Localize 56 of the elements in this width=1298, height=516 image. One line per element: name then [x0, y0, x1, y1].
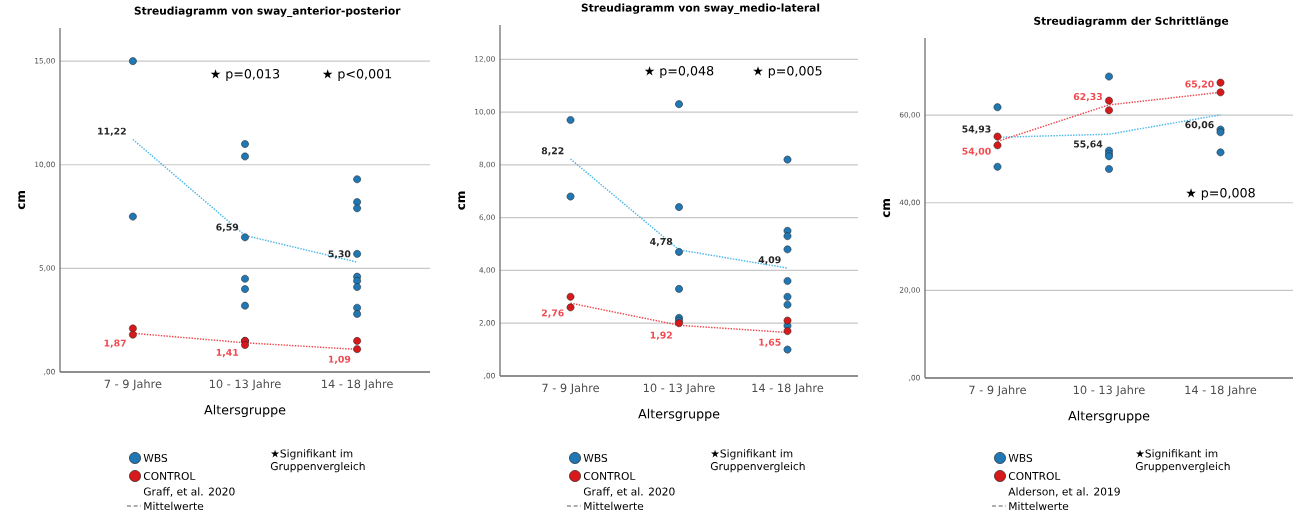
data-label: 55,64 — [1073, 140, 1103, 149]
x-tick-label: 10 - 13 Jahre — [209, 379, 281, 391]
legend-label: WBS — [143, 453, 168, 463]
data-label: 4,78 — [650, 237, 673, 247]
data-label: 54,93 — [962, 125, 991, 134]
data-label: 11,22 — [98, 127, 126, 136]
data-label: 2,76 — [541, 309, 564, 318]
legend-label: WBS — [583, 453, 608, 463]
chart-title: Streudiagramm von sway_medio-lateral — [581, 3, 820, 15]
data-label: 1,09 — [328, 355, 351, 364]
text: ★Signifikant im Gruppenvergleich — [710, 449, 805, 473]
annotation: ★ p=0,008 — [1186, 187, 1255, 200]
legend-label: CONTROL — [583, 471, 636, 481]
x-tick-label: 10 - 13 Jahre — [643, 383, 715, 395]
data-label: 1,65 — [759, 338, 781, 347]
x-tick-label: 7 - 9 Jahre — [104, 379, 162, 391]
text: Mittelwerte — [1009, 501, 1069, 511]
x-axis-title: Altersgruppe — [1068, 410, 1150, 423]
annotation: ★ p<0,001 — [322, 68, 392, 81]
data-label: 4,09 — [758, 256, 781, 265]
chart-title: Streudiagramm von sway_anterior-posterior — [134, 6, 401, 18]
x-tick-label: 14 - 18 Jahre — [752, 383, 824, 395]
y-axis-title: cm — [458, 191, 466, 210]
annotation: ★ p=0,048 — [644, 65, 714, 79]
text: ★Signifikant im Gruppenvergleich — [270, 449, 365, 473]
x-tick-label: 7 - 9 Jahre — [969, 385, 1026, 397]
data-label: 1,92 — [650, 331, 672, 340]
legend-label: WBS — [1008, 453, 1033, 463]
data-label: 62,33 — [1073, 93, 1102, 102]
text: Mittelwerte — [584, 501, 644, 511]
data-label: 65,20 — [1185, 80, 1214, 89]
y-axis-title: cm — [18, 191, 26, 210]
y-axis-title: cm — [883, 199, 891, 218]
text: Alderson, et al. 2019 — [1008, 487, 1120, 497]
text: ★Signifikant im Gruppenvergleich — [1135, 449, 1230, 473]
text: Mittelwerte — [144, 501, 204, 511]
chart-title: Streudiagramm der Schrittlänge — [1034, 16, 1229, 28]
data-label: 6,59 — [216, 223, 239, 232]
data-label: 5,30 — [328, 250, 351, 259]
x-tick-label: 10 - 13 Jahre — [1073, 385, 1145, 397]
x-axis-title: Altersgruppe — [638, 408, 720, 421]
data-label: 60,06 — [1185, 121, 1214, 130]
annotation: ★ p=0,005 — [753, 65, 822, 79]
data-label: 8,22 — [541, 147, 564, 156]
x-tick-label: 7 - 9 Jahre — [542, 383, 600, 395]
x-axis-title: Altersgruppe — [204, 404, 286, 417]
data-label: 54,00 — [962, 147, 991, 156]
data-label: 1,87 — [104, 339, 126, 348]
text: Graff, et al. 2020 — [143, 487, 235, 497]
annotation: ★ p=0,013 — [210, 68, 280, 81]
legend-label: CONTROL — [1008, 471, 1061, 481]
legend-label: CONTROL — [143, 471, 196, 481]
data-label: 1,41 — [216, 349, 239, 358]
text: Graff, et al. 2020 — [583, 487, 675, 497]
x-tick-label: 14 - 18 Jahre — [322, 379, 393, 391]
x-tick-label: 14 - 18 Jahre — [1185, 385, 1257, 397]
